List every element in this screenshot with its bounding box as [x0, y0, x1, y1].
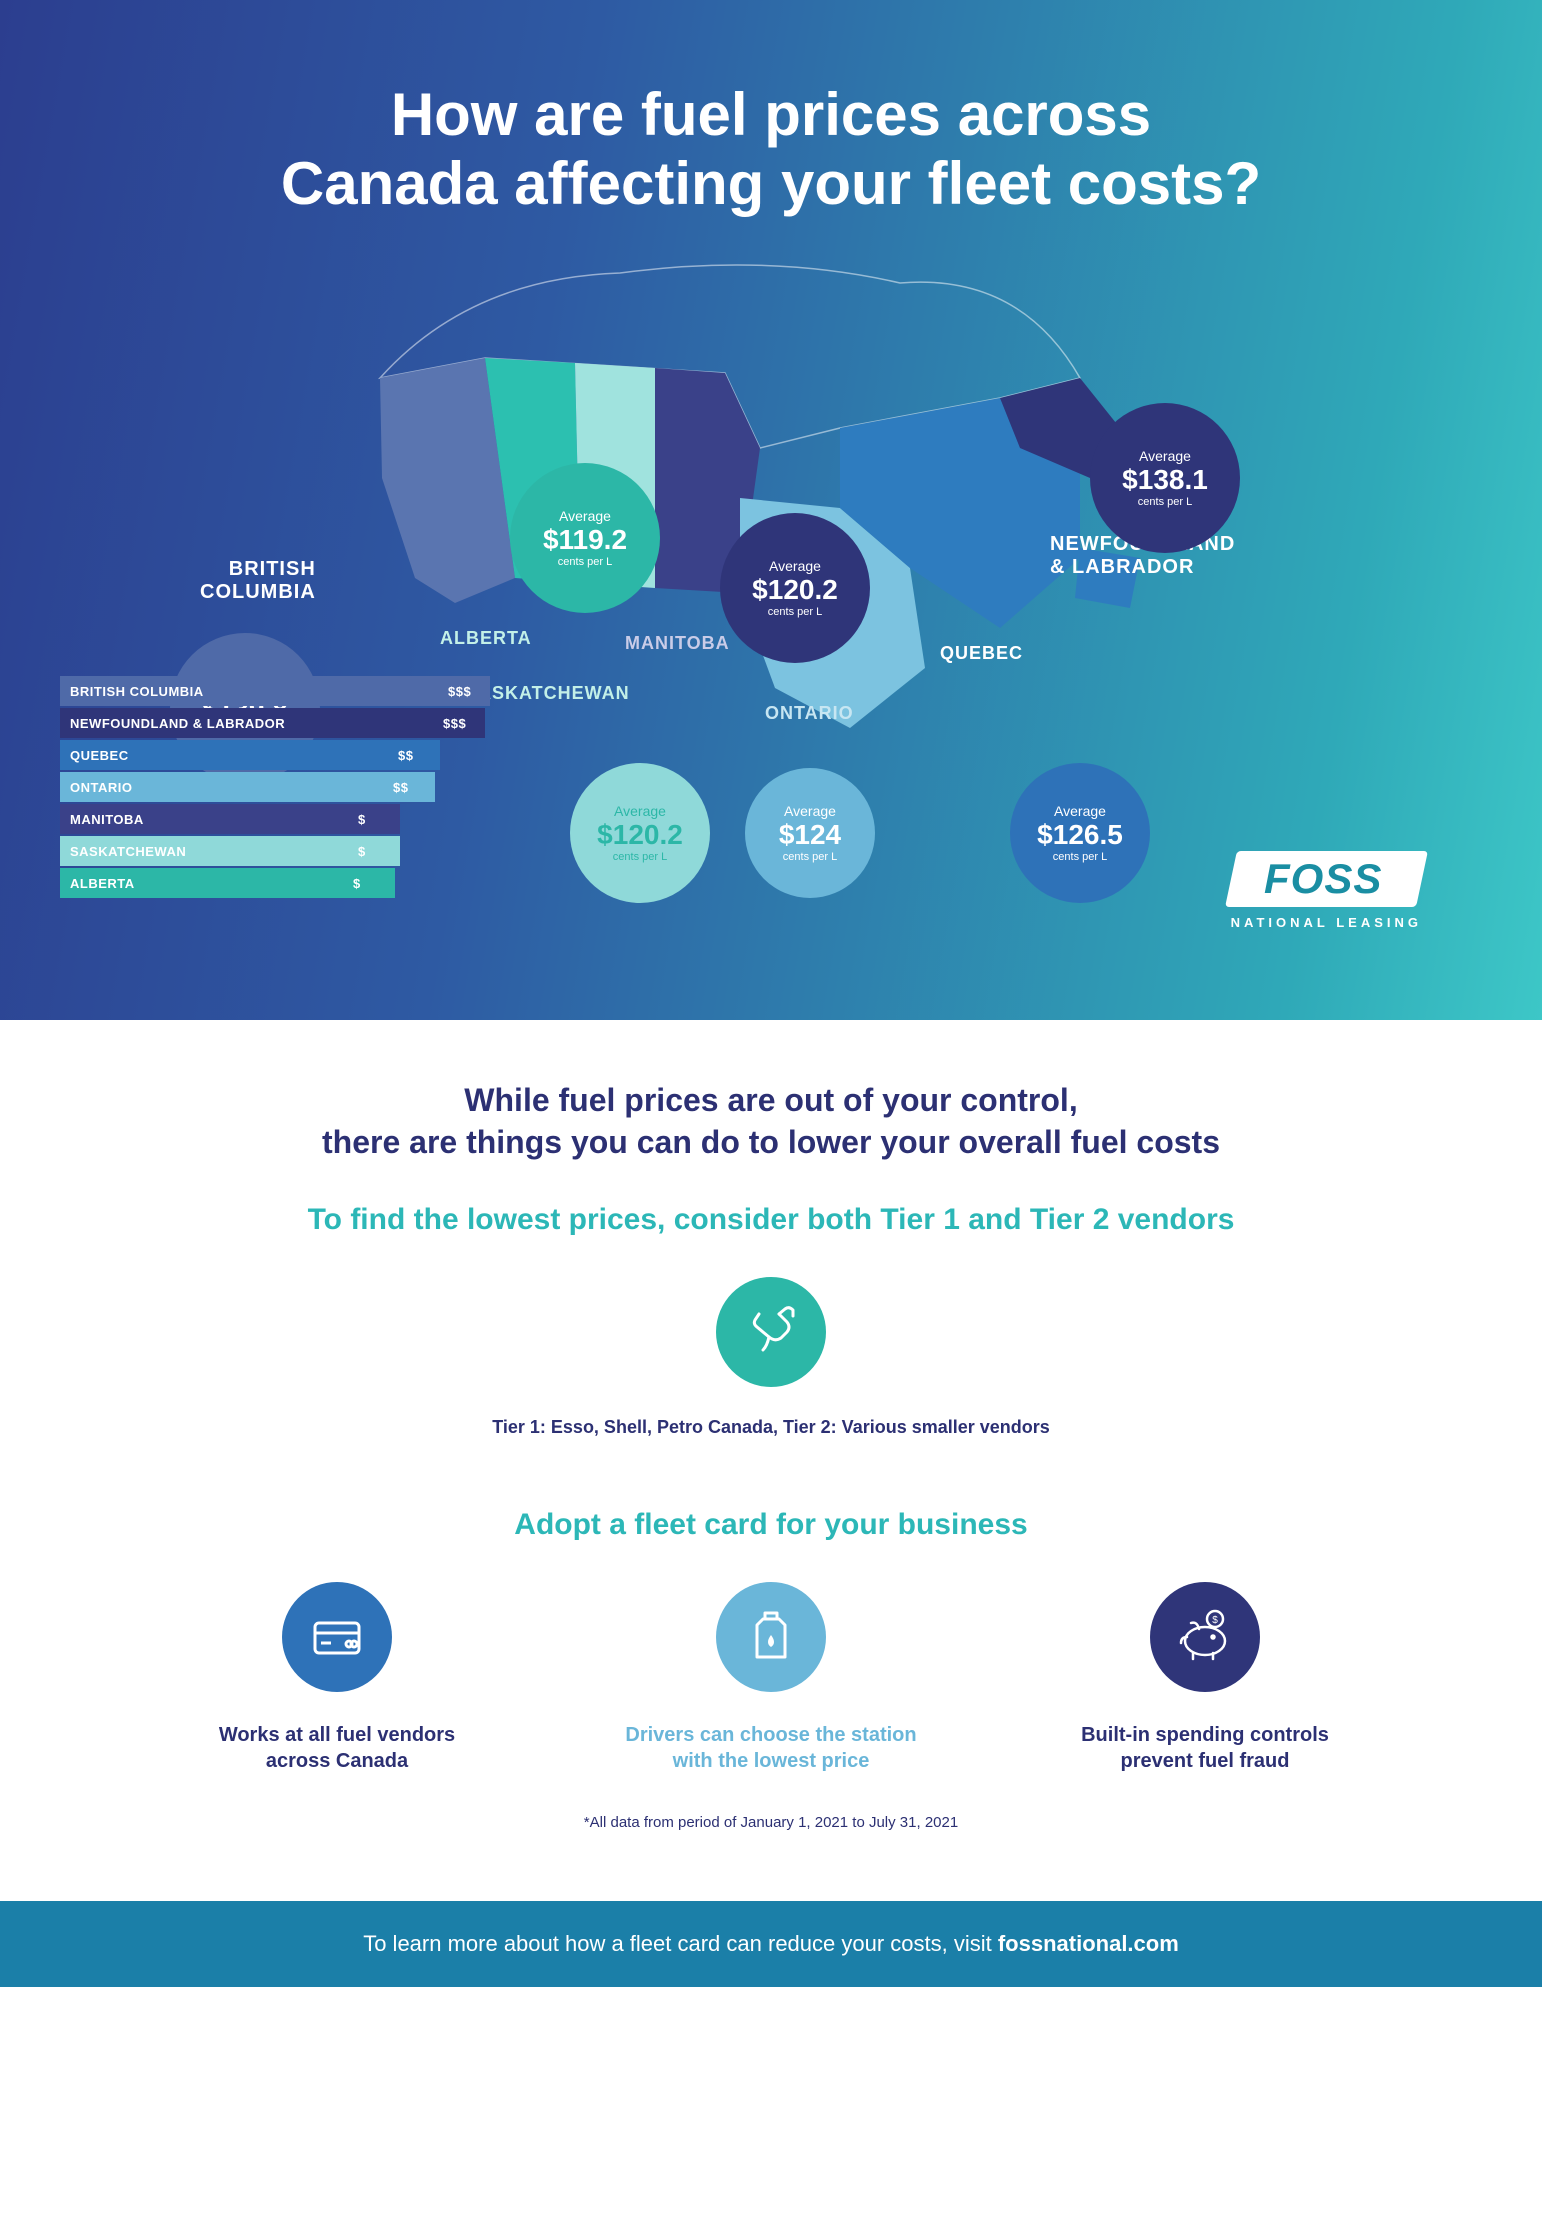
data-footnote: *All data from period of January 1, 2021… [140, 1814, 1402, 1831]
fuel-pump-icon [716, 1277, 826, 1387]
legend-row: MANITOBA $ [60, 804, 540, 834]
price-legend: BRITISH COLUMBIA $$$ NEWFOUNDLAND & LABR… [60, 676, 540, 900]
foss-logo: FOSS NATIONAL LEASING [1231, 851, 1422, 930]
legend-row: SASKATCHEWAN $ [60, 836, 540, 866]
price-bubble-qc: Average $126.5 cents per L [1010, 763, 1150, 903]
svg-text:$: $ [1212, 1615, 1218, 1626]
hero-title: How are fuel prices across Canada affect… [60, 80, 1482, 218]
price-bubble-sk: Average $120.2 cents per L [570, 763, 710, 903]
adopt-heading: Adopt a fleet card for your business [140, 1508, 1402, 1542]
province-label-mb: MANITOBA [625, 633, 730, 654]
legend-row: ONTARIO $$ [60, 772, 540, 802]
body-section: While fuel prices are out of your contro… [0, 1020, 1542, 1901]
benefit-1: Drivers can choose the station with the … [574, 1582, 968, 1774]
card-icon [282, 1582, 392, 1692]
body-lead: While fuel prices are out of your contro… [140, 1080, 1402, 1163]
title-line2: Canada affecting your fleet costs? [281, 150, 1261, 217]
province-label-on: ONTARIO [765, 703, 854, 724]
benefits-row: Works at all fuel vendors across Canada … [140, 1582, 1402, 1774]
piggy-icon: $ [1150, 1582, 1260, 1692]
price-bubble-ab: Average $119.2 cents per L [510, 463, 660, 613]
price-bubble-nl: Average $138.1 cents per L [1090, 403, 1240, 553]
legend-row: QUEBEC $$ [60, 740, 540, 770]
price-bubble-on: Average $124 cents per L [745, 768, 875, 898]
province-label-ab: ALBERTA [440, 628, 532, 649]
legend-row: ALBERTA $ [60, 868, 540, 898]
price-bubble-mb: Average $120.2 cents per L [720, 513, 870, 663]
footer-bar: To learn more about how a fleet card can… [0, 1901, 1542, 1987]
logo-subtitle: NATIONAL LEASING [1231, 915, 1422, 930]
tier-detail: Tier 1: Esso, Shell, Petro Canada, Tier … [140, 1417, 1402, 1438]
tier-heading: To find the lowest prices, consider both… [140, 1203, 1402, 1237]
logo-text: FOSS [1225, 851, 1428, 907]
benefit-0: Works at all fuel vendors across Canada [140, 1582, 534, 1774]
footer-text: To learn more about how a fleet card can… [363, 1931, 998, 1956]
benefit-2: $ Built-in spending controls prevent fue… [1008, 1582, 1402, 1774]
legend-row: NEWFOUNDLAND & LABRADOR $$$ [60, 708, 540, 738]
title-line1: How are fuel prices across [391, 81, 1151, 148]
province-label-qc: QUEBEC [940, 643, 1023, 664]
legend-row: BRITISH COLUMBIA $$$ [60, 676, 540, 706]
province-label-bc: BRITISHCOLUMBIA [200, 558, 316, 604]
hero-section: How are fuel prices across Canada affect… [0, 0, 1542, 1020]
jerrycan-icon [716, 1582, 826, 1692]
footer-link[interactable]: fossnational.com [998, 1931, 1179, 1956]
